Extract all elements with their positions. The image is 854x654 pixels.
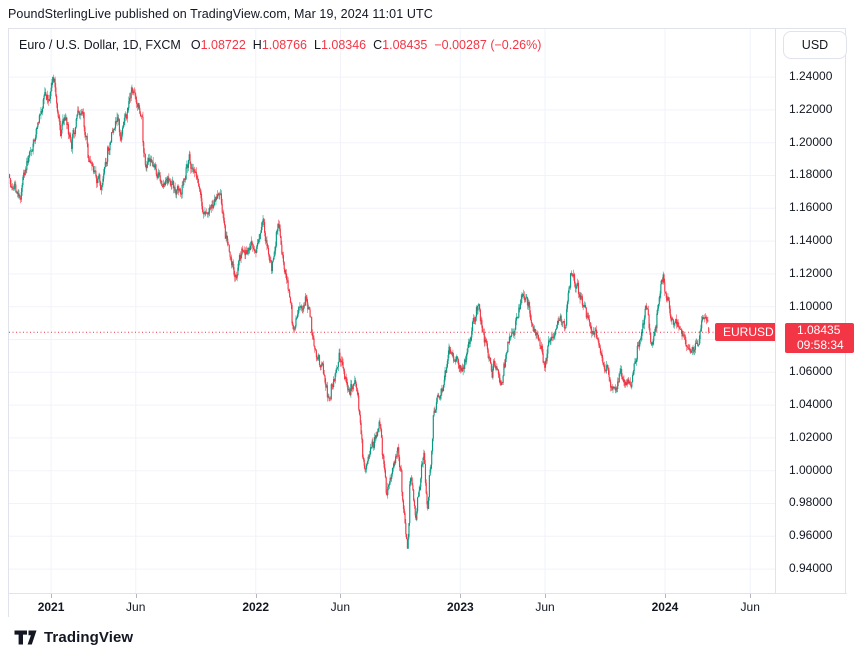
chart-legend[interactable]: Euro / U.S. Dollar, 1D, FXCM O1.08722 H1.0… [19,38,541,52]
price-axis-label: 0.94000 [789,561,833,576]
ohlc-high: H1.08766 [252,38,307,52]
ohlc-low: L1.08346 [314,38,367,52]
symbol-title: Euro / U.S. Dollar, 1D, FXCM [19,38,181,52]
price-axis-label: 1.12000 [789,265,833,280]
price-axis-label: 1.04000 [789,397,833,412]
up-candle-wicks [11,76,706,549]
price-axis[interactable]: 1.24000 1.22000 1.20000 1.18000 1.16000 1.140… [776,29,847,593]
chart-widget: Euro / U.S. Dollar, 1D, FXCM O1.08722 H1.0… [8,28,854,618]
time-axis-tick [51,594,53,598]
ohlc-close: C1.08435 [373,38,428,52]
tradingview-logo-icon [14,630,37,645]
main-chart-pane[interactable]: Euro / U.S. Dollar, 1D, FXCM O1.08722 H1.0… [9,29,776,593]
ohlc-open: O1.08722 [190,38,246,52]
change-value: −0.00287 (−0.26%) [434,38,542,52]
time-axis-label: 2022 [242,600,270,614]
time-axis-tick [460,594,462,598]
price-axis-label: 1.22000 [789,101,833,116]
time-axis-tick [545,594,546,598]
time-axis-label: Jun [330,600,351,614]
time-axis-label: Jun [740,600,760,614]
price-axis-label: 1.02000 [789,429,833,444]
grid-lines [9,29,775,593]
price-axis-label: 1.18000 [789,167,833,182]
time-axis-tick [750,594,752,598]
last-price-value: 1.08435 [797,323,841,338]
time-axis-tick [664,594,666,598]
price-axis-label: 1.06000 [789,364,833,379]
time-axis[interactable]: 2021 Jun 2022 Jun 2023 Jun 2024 Jun [9,593,847,618]
tradingview-logo[interactable]: TradingView [14,629,133,646]
time-axis-tick [135,594,137,598]
price-axis-label: 1.10000 [789,298,833,313]
time-axis-tick [255,594,257,598]
currency-button[interactable]: USD [783,31,847,59]
time-axis-tick [340,594,342,598]
time-axis-label: 2023 [446,600,474,614]
candlestick-canvas[interactable] [9,29,776,593]
time-axis-label: Jun [535,600,555,614]
price-axis-label: 1.24000 [789,69,833,84]
time-axis-label: 2024 [651,600,679,614]
tradingview-logo-text: TradingView [44,629,134,646]
currency-button-label: USD [801,38,829,52]
price-axis-label: 1.14000 [789,233,833,248]
price-axis-label: 1.00000 [789,462,833,477]
symbol-price-flag: EURUSD [715,323,775,342]
bar-countdown: 09:58:34 [797,338,844,353]
attribution-text: PoundSterlingLive published on TradingVi… [8,7,433,21]
price-axis-label: 1.16000 [789,200,833,215]
time-axis-label: 2021 [37,600,65,614]
down-candle-bodies [9,77,710,549]
price-axis-label: 0.96000 [789,528,833,543]
down-candle-wicks [9,74,709,549]
last-price-badge: 1.08435 09:58:34 [785,323,854,354]
time-axis-label: Jun [126,600,146,614]
price-axis-label: 1.20000 [789,134,833,149]
up-candle-bodies [11,77,707,549]
price-axis-label: 0.98000 [789,495,833,510]
